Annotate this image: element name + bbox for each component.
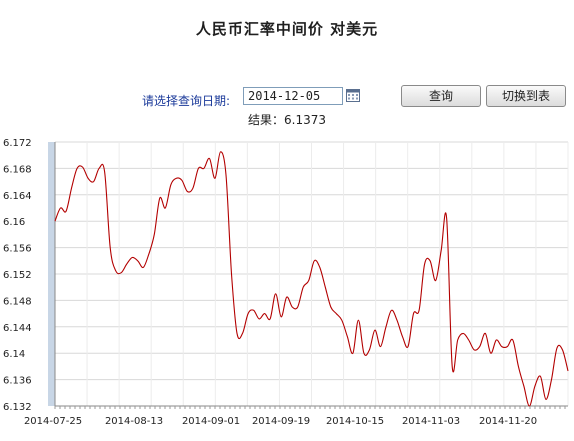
x-tick-label: 2014-11-20	[479, 416, 537, 427]
y-tick-label: 6.164	[3, 191, 32, 202]
y-tick-label: 6.132	[3, 402, 32, 413]
y-tick-label: 6.172	[3, 138, 32, 149]
x-tick-label: 2014-11-03	[402, 416, 460, 427]
y-tick-label: 6.16	[3, 217, 25, 228]
y-tick-label: 6.148	[3, 296, 32, 307]
x-tick-label: 2014-08-13	[105, 416, 163, 427]
date-input[interactable]: 2014-12-05	[243, 87, 343, 105]
switch-to-table-button[interactable]: 切换到表	[486, 85, 566, 107]
calendar-icon[interactable]	[346, 88, 360, 102]
x-tick-label: 2014-09-01	[182, 416, 240, 427]
y-tick-label: 6.156	[3, 244, 32, 255]
y-tick-label: 6.14	[3, 349, 25, 360]
result-text: 结果：6.1373	[248, 113, 326, 127]
x-tick-label: 2014-07-25	[24, 416, 82, 427]
date-label: 请选择查询日期:	[142, 94, 231, 108]
y-tick-label: 6.136	[3, 376, 32, 387]
query-button[interactable]: 查询	[401, 85, 481, 107]
y-tick-label: 6.144	[3, 323, 32, 334]
y-tick-label: 6.152	[3, 270, 32, 281]
x-tick-label: 2014-10-15	[326, 416, 384, 427]
chart-scroll-strip	[48, 142, 55, 406]
x-tick-label: 2014-09-19	[252, 416, 310, 427]
y-tick-label: 6.168	[3, 164, 32, 175]
page-title: 人民币汇率中间价 对美元	[195, 20, 379, 38]
series-line	[54, 151, 569, 407]
exchange-rate-chart: 6.172 6.168 6.164 6.16 6.156 6.152 6.148 6.144 6…	[3, 138, 569, 427]
